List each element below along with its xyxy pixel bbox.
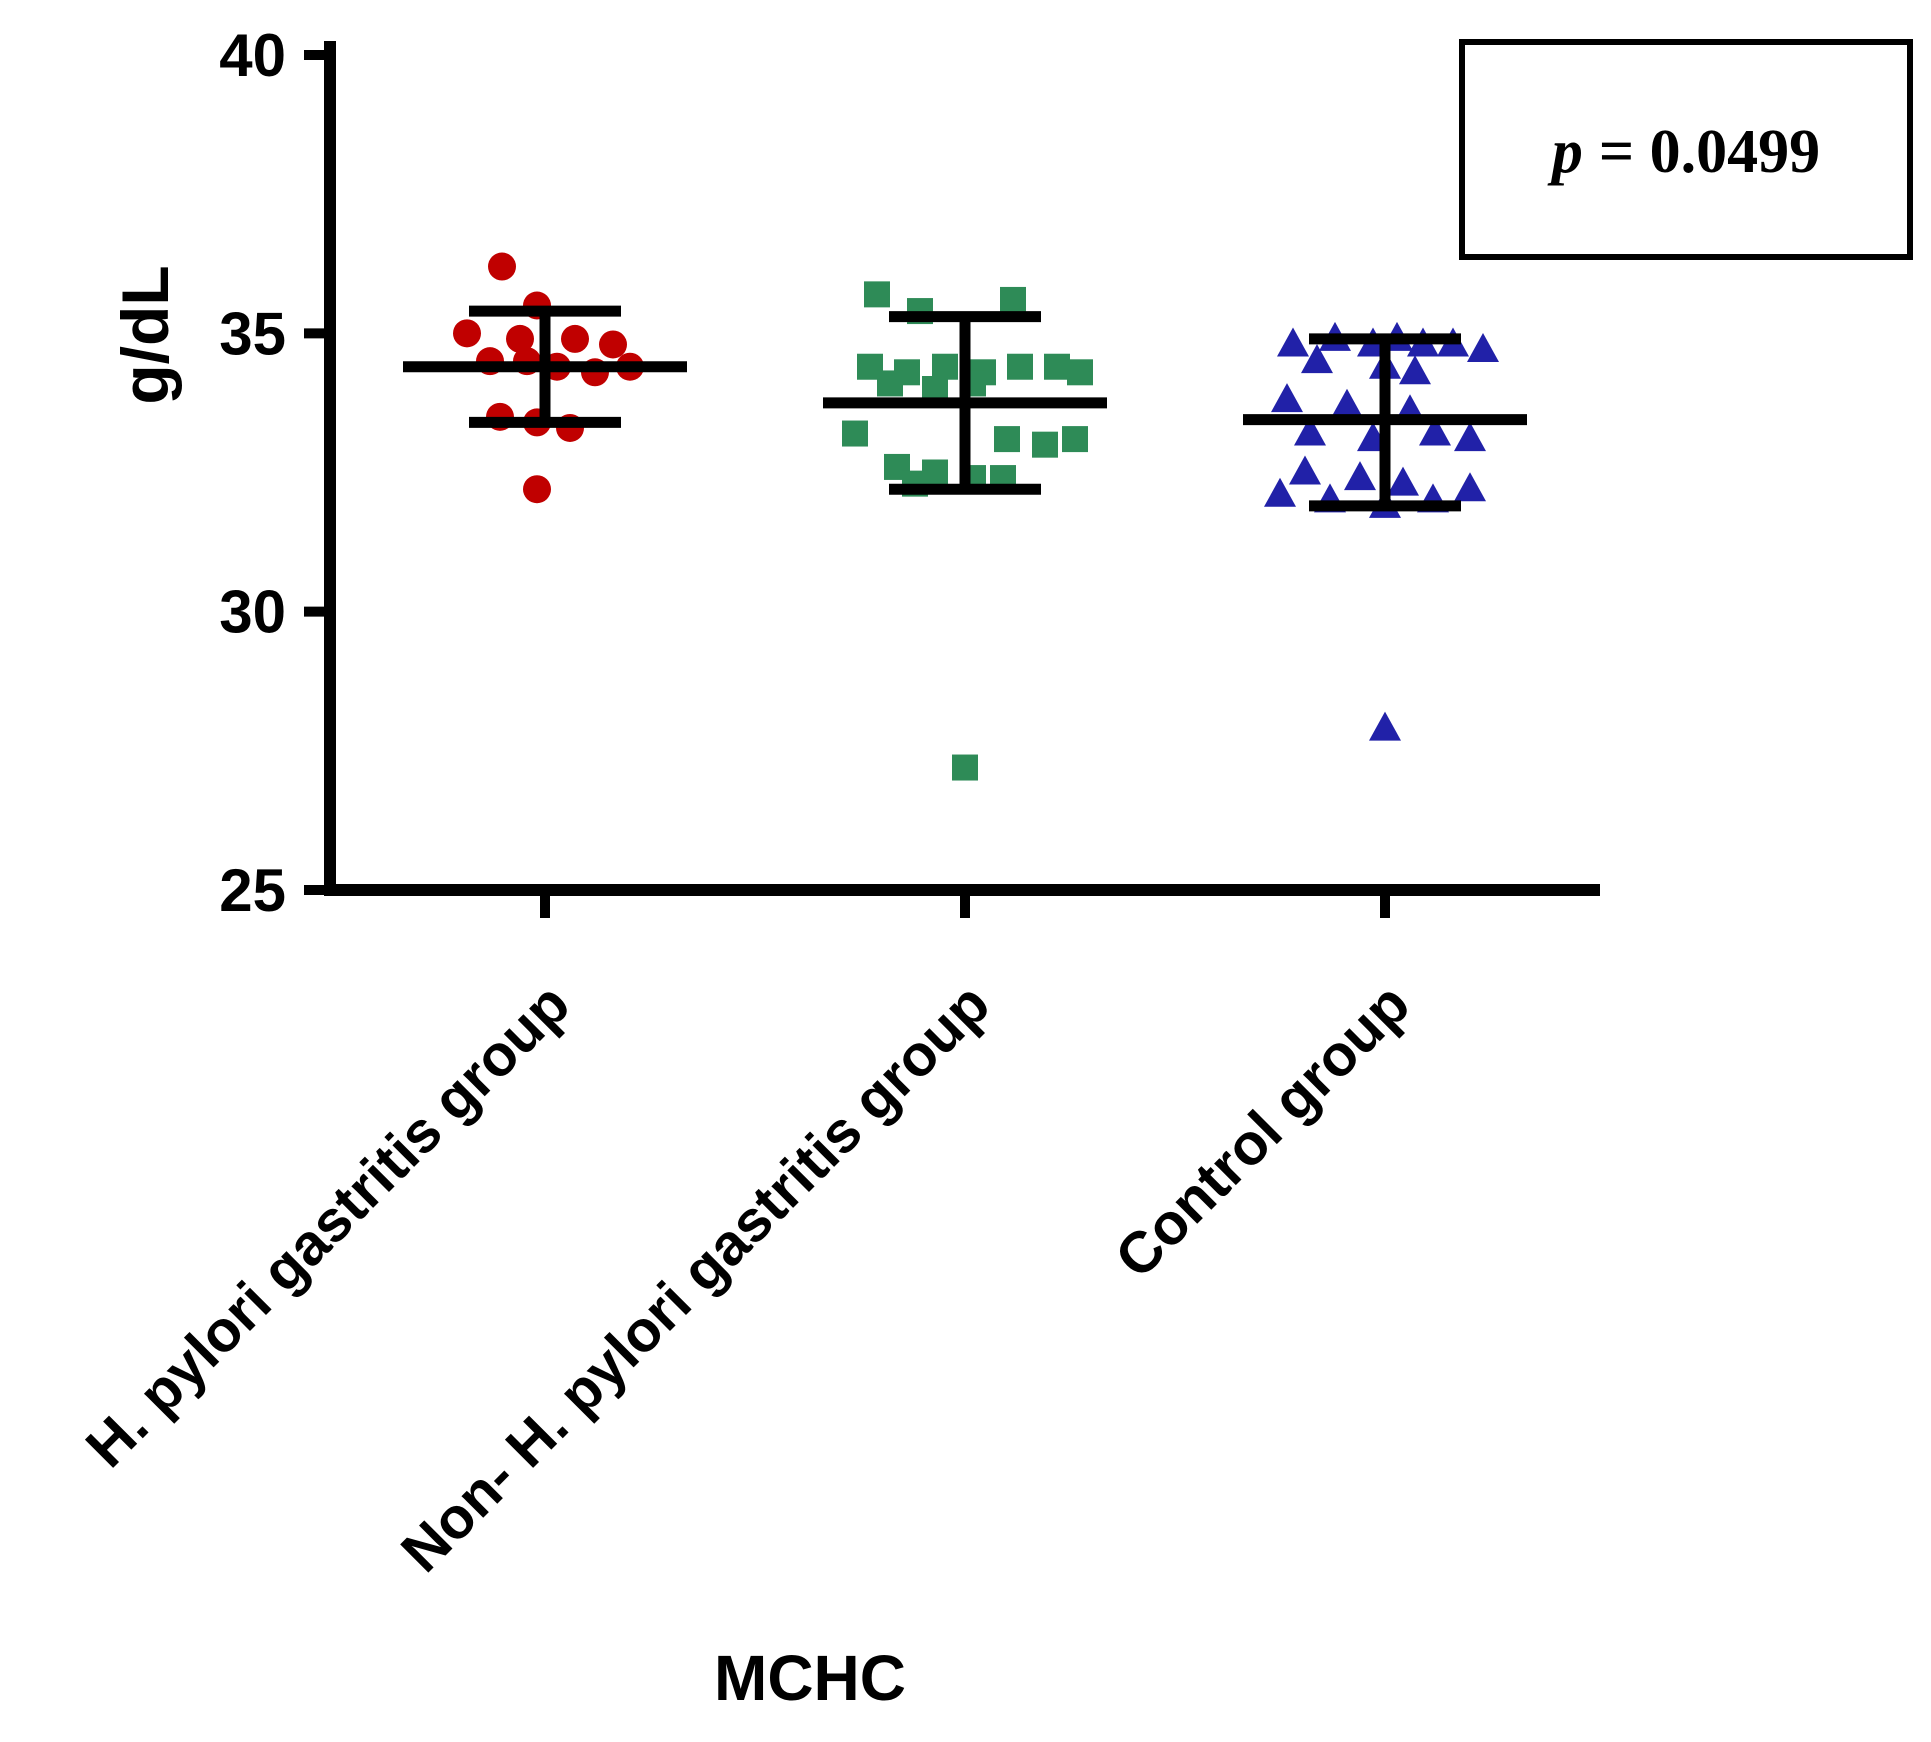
data-point-triangle (1301, 344, 1333, 374)
data-point-circle (599, 330, 627, 359)
data-point-circle (523, 475, 551, 504)
data-point-square (1000, 286, 1026, 313)
data-point-triangle (1294, 416, 1326, 446)
data-point-circle (561, 324, 589, 353)
data-point-square (864, 281, 890, 308)
data-point-square (1007, 353, 1033, 380)
series-group-1 (453, 252, 644, 504)
y-tick-label: 35 (219, 300, 286, 367)
y-tick-label: 30 (219, 579, 286, 646)
y-tick-label: 25 (219, 857, 286, 924)
data-point-triangle (1289, 455, 1321, 485)
data-point-square (877, 370, 903, 397)
x-group-label: Control group (1103, 971, 1422, 1290)
x-group-label: H. pylori gastritis group (74, 971, 583, 1480)
data-point-triangle (1344, 461, 1376, 491)
p-value-text: p = 0.0499 (1547, 118, 1820, 186)
data-point-triangle (1467, 333, 1499, 363)
data-point-square (994, 426, 1020, 453)
data-point-triangle (1454, 472, 1486, 502)
data-point-triangle (1271, 383, 1303, 413)
data-point-square (932, 353, 958, 380)
x-axis-title: MCHC (714, 1642, 906, 1714)
y-axis-title: g/dL (108, 265, 182, 404)
data-point-triangle (1399, 355, 1431, 385)
data-point-square (952, 754, 978, 781)
data-point-square (1062, 426, 1088, 453)
data-point-triangle (1387, 466, 1419, 496)
data-point-triangle (1369, 711, 1401, 741)
data-point-circle (488, 252, 516, 281)
p-symbol: p (1547, 118, 1583, 186)
data-point-square (842, 420, 868, 447)
data-point-triangle (1419, 416, 1451, 446)
data-point-square (1067, 359, 1093, 386)
data-point-square (1044, 353, 1070, 380)
data-point-circle (506, 324, 534, 353)
y-tick-label: 40 (219, 22, 286, 89)
data-point-triangle (1454, 422, 1486, 452)
data-point-circle (453, 319, 481, 348)
data-point-triangle (1277, 327, 1309, 357)
data-point-square (1032, 431, 1058, 458)
p-value-box (1459, 39, 1913, 260)
data-point-triangle (1331, 388, 1363, 418)
p-value: = 0.0499 (1599, 118, 1820, 186)
data-point-triangle (1264, 477, 1296, 507)
